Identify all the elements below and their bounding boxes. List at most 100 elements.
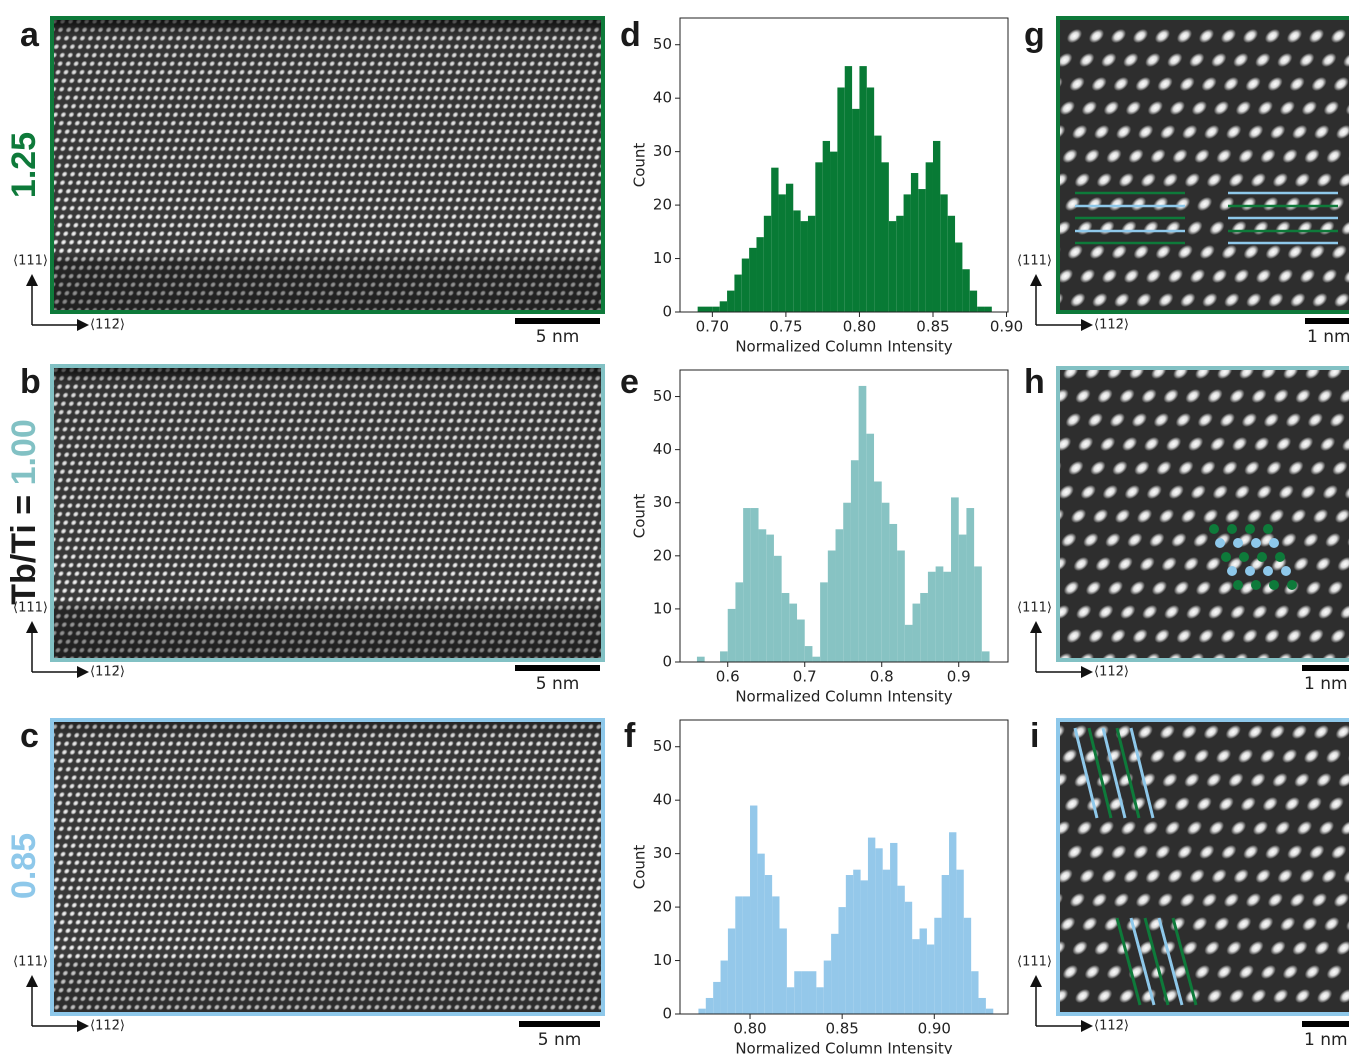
histogram-bar — [920, 592, 928, 662]
scale-bar-label: 5 nm — [538, 1030, 582, 1050]
histogram-bar — [741, 258, 750, 312]
x-tick-label: 0.7 — [793, 668, 817, 686]
histogram-bar — [735, 896, 743, 1014]
histogram-bar — [727, 928, 736, 1014]
histogram-bar — [772, 896, 780, 1014]
y-tick-label: 40 — [653, 791, 672, 809]
y-tick-label: 50 — [653, 387, 672, 405]
histogram-bar — [720, 960, 728, 1014]
histogram-bar — [974, 566, 982, 662]
histogram-bar — [943, 571, 952, 662]
y-tick-label: 10 — [653, 951, 672, 969]
histogram-bar — [866, 433, 875, 662]
direction-label: ⟨112̄⟩ — [90, 318, 125, 333]
histogram-bar — [793, 210, 801, 312]
histogram-bar — [932, 140, 941, 312]
histogram-bar — [969, 290, 978, 312]
x-tick-label: 0.80 — [733, 1020, 766, 1038]
histogram-bar — [727, 608, 736, 662]
x-tick-label: 0.70 — [696, 318, 729, 336]
histogram-bar — [897, 550, 905, 662]
direction-label: ⟨111⟩ — [13, 601, 48, 616]
histogram-bar — [763, 215, 772, 312]
histogram-bar — [815, 162, 823, 312]
x-tick-label: 0.85 — [916, 318, 949, 336]
histogram-bar — [785, 183, 794, 312]
histogram-bar — [904, 901, 913, 1014]
histogram-bar — [789, 603, 798, 662]
histogram-bar — [844, 66, 853, 312]
histogram-bar — [838, 907, 846, 1014]
histogram-bar — [804, 646, 813, 662]
panel-letter: c — [20, 717, 39, 755]
histogram-bar — [918, 189, 926, 312]
y-tick-label: 20 — [653, 196, 672, 214]
histogram-bar — [912, 603, 921, 662]
histogram-bar — [712, 306, 720, 312]
stem-image-b — [50, 364, 605, 662]
x-tick-label: 0.90 — [990, 318, 1023, 336]
histogram-bar — [807, 215, 816, 312]
stem-image-a — [50, 16, 605, 314]
histogram-bar — [963, 917, 972, 1014]
direction-label: ⟨112̄⟩ — [90, 665, 125, 680]
y-tick-label: 20 — [653, 546, 672, 564]
histogram-bar — [750, 805, 758, 1014]
histogram-bar — [903, 194, 911, 312]
histogram-bar — [940, 194, 948, 312]
histogram-bar — [781, 592, 790, 662]
y-tick-label: 0 — [662, 1005, 672, 1023]
axes-frame — [679, 17, 1009, 313]
axes-frame — [679, 719, 1009, 1015]
histogram-bar — [697, 306, 706, 312]
y-tick-label: 30 — [653, 142, 672, 160]
x-axis-label: Normalized Column Intensity — [735, 688, 952, 706]
y-tick-label: 40 — [653, 440, 672, 458]
histogram-bar — [984, 306, 992, 312]
histogram-bar — [742, 896, 751, 1014]
histogram-bar — [756, 237, 764, 312]
x-tick-label: 0.85 — [825, 1020, 858, 1038]
histogram-bar — [956, 869, 964, 1014]
scale-bars: 5 nm 5 nm 5 nm 1 nm 1 nm 1 nm — [515, 318, 1349, 1050]
histogram-bar — [757, 853, 765, 1014]
scale-bar-label: 1 nm — [1307, 327, 1349, 347]
direction-label: ⟨112̄⟩ — [1094, 1019, 1129, 1034]
histogram-bar — [773, 555, 782, 662]
histogram-bar — [874, 135, 882, 312]
x-tick-label: 0.6 — [716, 668, 740, 686]
histogram-bar — [850, 460, 859, 662]
histogram-bar — [837, 87, 845, 312]
y-axis-label: Count — [631, 845, 649, 890]
histogram-bar — [758, 529, 767, 662]
histogram-bar — [764, 875, 773, 1014]
histogram-bar — [904, 624, 913, 662]
y-tick-label: 0 — [662, 303, 672, 321]
scale-bar — [1302, 1021, 1349, 1027]
direction-label: ⟨112̄⟩ — [1094, 318, 1129, 333]
histogram-bar — [734, 274, 742, 312]
scale-bar — [515, 665, 600, 671]
scale-bar-label: 1 nm — [1304, 674, 1348, 694]
scale-bar — [1302, 665, 1349, 671]
scale-bar-label: 5 nm — [536, 327, 580, 347]
histogram-bar — [985, 1008, 994, 1014]
histogram-bar — [779, 928, 787, 1014]
histogram-bar — [835, 529, 844, 662]
histogram-bar — [910, 173, 919, 312]
histogram-bar — [749, 247, 757, 312]
histogram-bar — [981, 651, 990, 662]
histogram-bar — [912, 939, 920, 1014]
histogram-bar — [958, 534, 967, 662]
x-axis-label: Normalized Column Intensity — [735, 338, 952, 356]
histogram-bar — [800, 221, 808, 312]
composition-prefix: Tb/Ti = — [5, 485, 43, 604]
scale-bar-label: 5 nm — [536, 674, 580, 694]
axes-frame — [679, 369, 1009, 663]
panel-letter: g — [1024, 16, 1045, 54]
composition: 1.25 — [5, 132, 43, 198]
direction-label: ⟨112̄⟩ — [90, 1019, 125, 1034]
panel-letter: d — [620, 16, 641, 54]
direction-label: ⟨111⟩ — [1017, 955, 1052, 970]
